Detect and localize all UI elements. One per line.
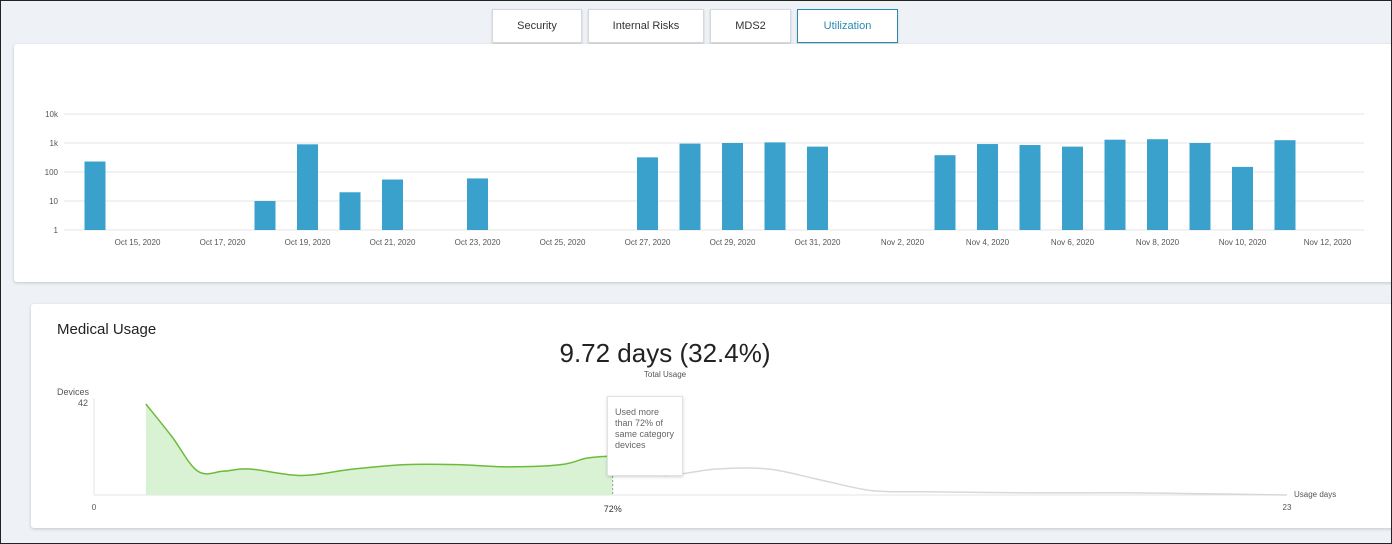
x-tick-label: Nov 6, 2020 <box>1051 238 1095 247</box>
total-usage-label: Total Usage <box>643 370 687 379</box>
bar-24 <box>1062 146 1083 230</box>
bar-29 <box>1274 140 1296 230</box>
y-axis-title: Devices <box>57 387 90 397</box>
x-tick-label: Oct 19, 2020 <box>285 238 331 247</box>
bar-10 <box>467 178 488 230</box>
x-tick-label: Oct 31, 2020 <box>795 238 841 247</box>
bar-6 <box>297 144 318 230</box>
bar-26 <box>1147 139 1168 230</box>
bar-8 <box>382 179 403 230</box>
x-max-label: 23 <box>1283 503 1292 512</box>
marker-label: 72% <box>604 504 622 514</box>
utilization-bar-chart: 1 10 100 1k 10k Oct 15, 2020 Oct 17, 2020 Oct 1… <box>45 110 1364 247</box>
x-tick-label: Oct 25, 2020 <box>540 238 586 247</box>
utilization-chart-card: 1 10 100 1k 10k Oct 15, 2020 Oct 17, 2020 Oct 1… <box>14 44 1392 282</box>
x-min-label: 0 <box>92 503 97 512</box>
bar-22 <box>977 144 998 230</box>
tab-internal-risks[interactable]: Internal Risks <box>588 9 704 43</box>
bar-23 <box>1019 145 1041 230</box>
bar-5 <box>254 201 276 230</box>
x-tick-label: Oct 27, 2020 <box>625 238 671 247</box>
tab-utilization[interactable]: Utilization <box>797 9 898 43</box>
x-tick-label: Oct 29, 2020 <box>710 238 756 247</box>
medical-usage-card: Medical Usage 9.72 days (32.4%) Total Us… <box>31 304 1392 528</box>
x-tick-label: Oct 17, 2020 <box>200 238 246 247</box>
y-tick-label: 10 <box>49 197 58 206</box>
usage-area <box>145 404 613 495</box>
y-tick-label: 1k <box>50 139 59 148</box>
bar-21 <box>934 155 956 230</box>
tab-mds2[interactable]: MDS2 <box>710 9 791 43</box>
bar-25 <box>1104 139 1126 230</box>
y-tick-label: 100 <box>45 168 59 177</box>
x-tick-label: Oct 21, 2020 <box>370 238 416 247</box>
usage-line <box>145 403 613 477</box>
x-tick-label: Nov 8, 2020 <box>1136 238 1180 247</box>
x-tick-label: Oct 23, 2020 <box>455 238 501 247</box>
usage-tooltip: Used more than 72% of same category devi… <box>607 396 683 476</box>
x-tick-label: Nov 12, 2020 <box>1304 238 1352 247</box>
y-tick-label: 1 <box>54 226 59 235</box>
x-tick-label: Nov 10, 2020 <box>1219 238 1267 247</box>
x-tick-label: Nov 2, 2020 <box>881 238 925 247</box>
x-tick-label: Oct 15, 2020 <box>115 238 161 247</box>
bar-1 <box>84 161 106 230</box>
bar-18 <box>807 146 828 230</box>
bar-17 <box>764 142 786 230</box>
usage-line-remaining <box>612 455 1288 496</box>
tab-bar: Security Internal Risks MDS2 Utilization <box>492 9 898 43</box>
bar-27 <box>1189 143 1211 230</box>
total-usage-value: 9.72 days (32.4%) <box>559 338 771 368</box>
y-max-label: 42 <box>78 398 88 408</box>
medical-usage-title: Medical Usage <box>57 321 157 338</box>
y-tick-label: 10k <box>45 110 59 119</box>
bar-15 <box>679 143 701 230</box>
bar-14 <box>637 157 658 230</box>
bar-16 <box>722 143 743 230</box>
x-tick-label: Nov 4, 2020 <box>966 238 1010 247</box>
tab-security[interactable]: Security <box>492 9 582 43</box>
x-axis-title: Usage days <box>1294 490 1336 499</box>
bar-28 <box>1232 166 1253 230</box>
bar-7 <box>339 192 361 230</box>
